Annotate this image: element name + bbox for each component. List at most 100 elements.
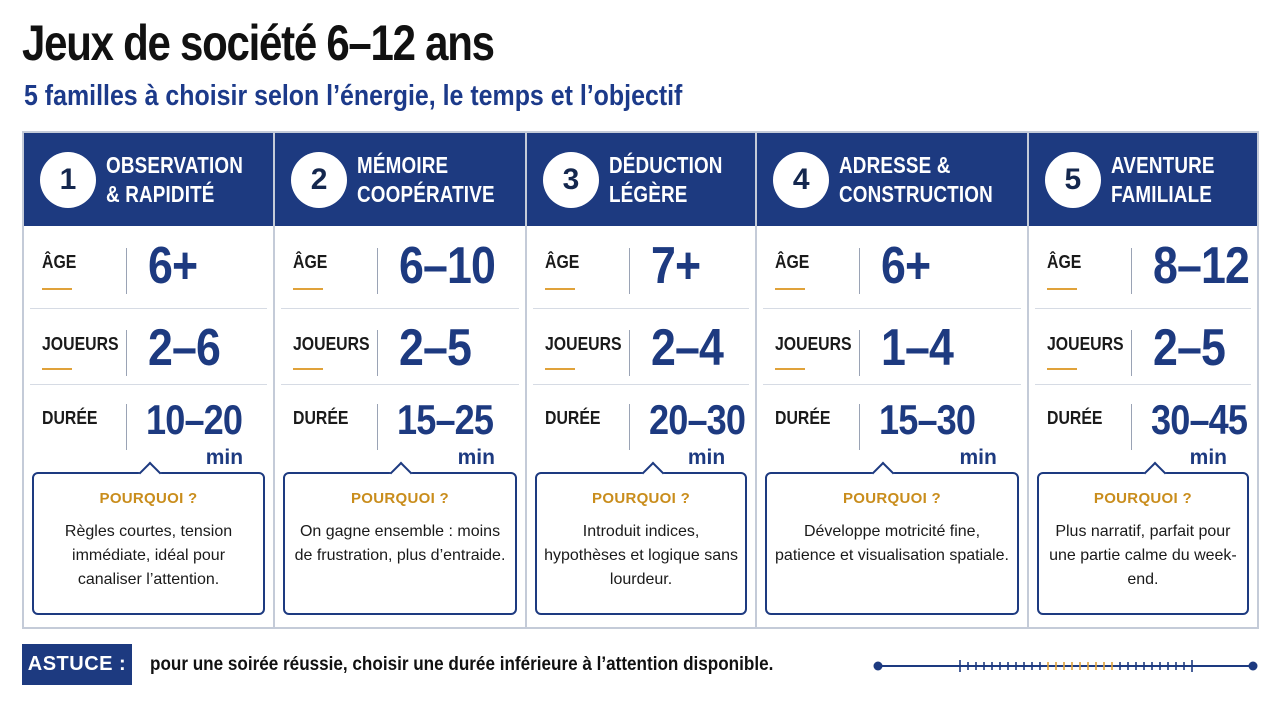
row-divider bbox=[377, 248, 379, 294]
family-header: 2 MÉMOIRE COOPÉRATIVE bbox=[275, 133, 525, 226]
why-text: Développe motricité fine, patience et vi… bbox=[775, 523, 1009, 564]
age-label: ÂGE bbox=[1046, 252, 1082, 272]
why-title: POURQUOI ? bbox=[842, 490, 941, 507]
family-name-line1: OBSERVATION bbox=[106, 151, 243, 178]
age-row: ÂGE 6+ bbox=[24, 226, 273, 302]
family-name-line1: AVENTURE bbox=[1110, 151, 1215, 178]
row-divider bbox=[1130, 330, 1132, 376]
family-name: AVENTURE FAMILIALE bbox=[1111, 151, 1215, 209]
family-card-2: 2 MÉMOIRE COOPÉRATIVE ÂGE 6–10 JOUEURS 2… bbox=[275, 133, 527, 627]
duration-value: 15–30 bbox=[879, 396, 976, 443]
row-divider bbox=[859, 330, 861, 376]
duration-label: DURÉE bbox=[1046, 408, 1103, 428]
family-number-badge: 3 bbox=[544, 153, 597, 206]
duration-unit: min bbox=[959, 446, 997, 469]
label-underline bbox=[293, 368, 324, 370]
duration-unit: min bbox=[687, 446, 726, 469]
row-separator bbox=[1034, 308, 1252, 309]
timeline-end-dot bbox=[1248, 661, 1258, 671]
label-underline bbox=[42, 288, 72, 290]
row-divider bbox=[126, 330, 127, 376]
family-name-line2: CONSTRUCTION bbox=[839, 180, 994, 207]
row-divider bbox=[377, 330, 379, 376]
row-divider bbox=[628, 404, 630, 450]
players-label: JOUEURS bbox=[775, 334, 852, 354]
family-name-line2: & RAPIDITÉ bbox=[106, 180, 215, 207]
duration-value: 20–30 bbox=[648, 396, 746, 443]
players-row: JOUEURS 2–4 bbox=[527, 308, 755, 384]
family-name: MÉMOIRE COOPÉRATIVE bbox=[357, 151, 495, 209]
age-row: ÂGE 8–12 bbox=[1029, 226, 1257, 302]
family-card-3: 3 DÉDUCTION LÉGÈRE ÂGE 7+ JOUEURS 2–4 DU… bbox=[526, 133, 758, 627]
players-value: 2–4 bbox=[650, 319, 724, 377]
row-separator bbox=[763, 384, 1021, 385]
age-value: 7+ bbox=[650, 237, 701, 295]
family-name-line2: FAMILIALE bbox=[1110, 180, 1212, 207]
page-subtitle: 5 familles à choisir selon l’énergie, le… bbox=[24, 80, 683, 112]
label-underline bbox=[1046, 368, 1077, 370]
duration-row: DURÉE 15–30 min bbox=[757, 388, 1027, 469]
family-name: ADRESSE & CONSTRUCTION bbox=[839, 151, 993, 209]
family-name-line1: DÉDUCTION bbox=[608, 151, 723, 178]
age-label: ÂGE bbox=[544, 252, 580, 272]
why-text: Règles courtes, tension immédiate, idéal… bbox=[64, 523, 233, 588]
duration-label: DURÉE bbox=[775, 408, 831, 428]
families-board: 1 OBSERVATION & RAPIDITÉ ÂGE 6+ JOUEURS … bbox=[22, 131, 1259, 629]
age-row: ÂGE 7+ bbox=[527, 226, 755, 302]
age-value: 6+ bbox=[881, 237, 931, 295]
family-header: 4 ADRESSE & CONSTRUCTION bbox=[757, 133, 1027, 226]
family-header: 5 AVENTURE FAMILIALE bbox=[1028, 133, 1258, 226]
label-underline bbox=[775, 288, 806, 290]
why-box: POURQUOI ? On gagne ensemble : moins de … bbox=[283, 472, 517, 615]
why-text: Plus narratif, parfait pour une partie c… bbox=[1049, 523, 1237, 588]
label-underline bbox=[293, 288, 324, 290]
players-row: JOUEURS 2–6 bbox=[24, 308, 273, 384]
family-name-line1: ADRESSE & bbox=[839, 151, 951, 178]
tip-text: pour une soirée réussie, choisir une dur… bbox=[150, 654, 774, 675]
duration-row: DURÉE 30–45 min bbox=[1029, 388, 1257, 469]
duration-unit: min bbox=[1189, 446, 1228, 469]
age-label: ÂGE bbox=[42, 252, 77, 272]
row-divider bbox=[859, 404, 861, 450]
duration-row: DURÉE 10–20 min bbox=[24, 388, 273, 469]
row-divider bbox=[859, 248, 861, 294]
age-row: ÂGE 6–10 bbox=[275, 226, 525, 302]
duration-unit: min bbox=[457, 446, 495, 469]
family-name: OBSERVATION & RAPIDITÉ bbox=[106, 151, 243, 209]
why-title: POURQUOI ? bbox=[592, 490, 691, 507]
tip-badge: ASTUCE : bbox=[22, 644, 132, 685]
family-name-line1: MÉMOIRE bbox=[357, 151, 449, 178]
family-header: 3 DÉDUCTION LÉGÈRE bbox=[526, 133, 756, 226]
row-divider bbox=[628, 248, 630, 294]
family-number-badge: 4 bbox=[775, 153, 828, 206]
duration-row: DURÉE 15–25 min bbox=[275, 388, 525, 469]
row-separator bbox=[281, 308, 519, 309]
why-title: POURQUOI ? bbox=[99, 490, 198, 507]
players-label: JOUEURS bbox=[293, 334, 370, 354]
row-divider bbox=[628, 330, 630, 376]
label-underline bbox=[775, 368, 806, 370]
family-card-4: 4 ADRESSE & CONSTRUCTION ÂGE 6+ JOUEURS … bbox=[757, 133, 1029, 627]
row-divider bbox=[1130, 404, 1132, 450]
row-separator bbox=[281, 384, 519, 385]
label-underline bbox=[544, 368, 575, 370]
why-title: POURQUOI ? bbox=[1093, 490, 1192, 507]
timeline-ticks bbox=[959, 660, 1193, 672]
players-label: JOUEURS bbox=[42, 334, 119, 354]
players-value: 2–5 bbox=[399, 319, 472, 377]
row-divider bbox=[377, 404, 379, 450]
why-text: On gagne ensemble : moins de frustration… bbox=[294, 523, 506, 564]
duration-label: DURÉE bbox=[293, 408, 349, 428]
duration-label: DURÉE bbox=[544, 408, 601, 428]
family-card-1: 1 OBSERVATION & RAPIDITÉ ÂGE 6+ JOUEURS … bbox=[24, 133, 276, 627]
age-value: 8–12 bbox=[1152, 237, 1250, 295]
label-underline bbox=[544, 288, 575, 290]
label-underline bbox=[42, 368, 72, 370]
players-value: 2–5 bbox=[1152, 319, 1226, 377]
players-label: JOUEURS bbox=[1046, 334, 1124, 354]
why-box: POURQUOI ? Plus narratif, parfait pour u… bbox=[1036, 472, 1250, 615]
age-value: 6–10 bbox=[399, 237, 496, 295]
why-title: POURQUOI ? bbox=[351, 490, 450, 507]
row-separator bbox=[532, 384, 750, 385]
row-separator bbox=[30, 308, 268, 309]
